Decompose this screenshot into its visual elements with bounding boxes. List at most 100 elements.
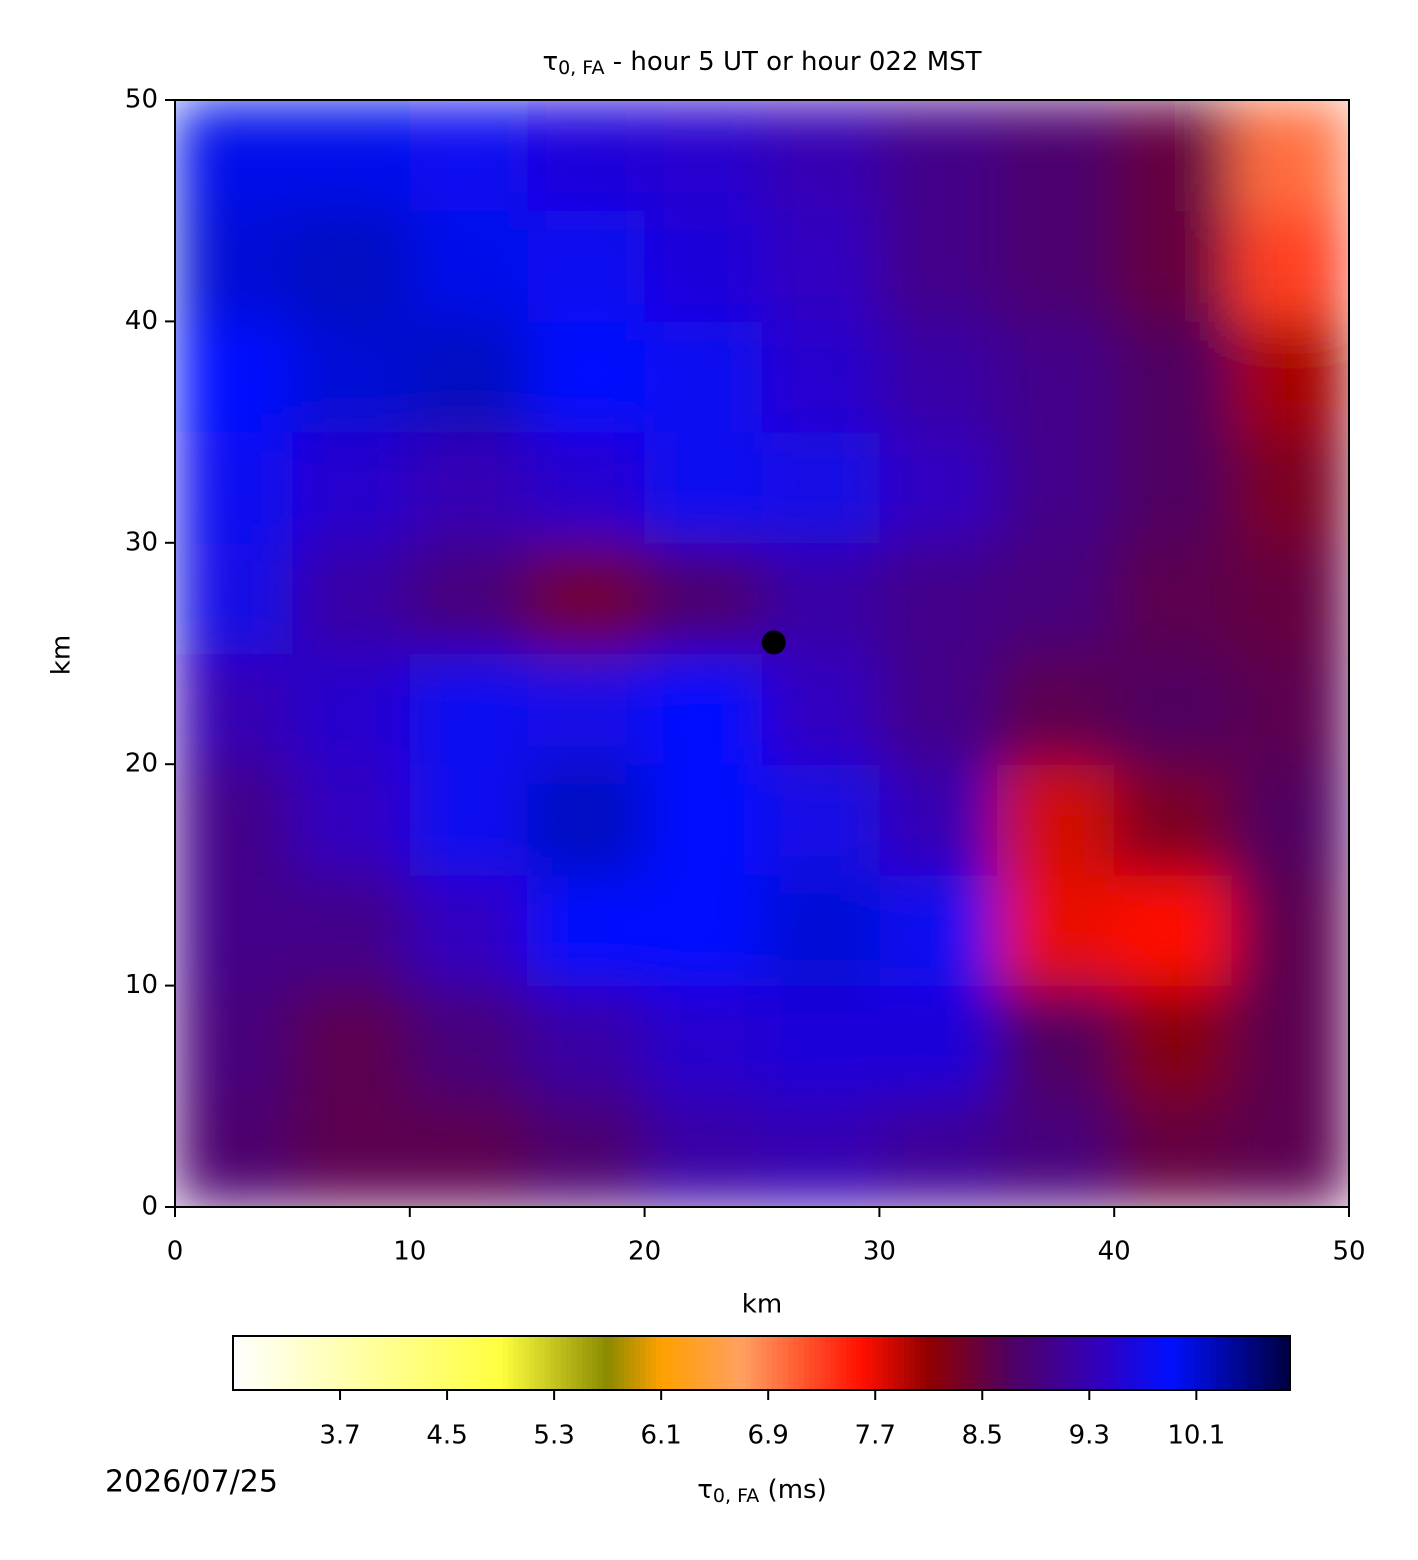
colorbar-segment xyxy=(1258,1336,1265,1390)
heatmap-cell xyxy=(527,985,646,1097)
colorbar-segment xyxy=(698,1336,704,1390)
colorbar-segment xyxy=(861,1336,868,1390)
heatmap-cell xyxy=(1231,542,1349,654)
heatmap-cell xyxy=(644,1096,763,1207)
y-tick-label: 40 xyxy=(125,306,158,336)
heatmap-cell xyxy=(879,764,998,876)
colorbar-segment xyxy=(809,1336,815,1390)
colorbar-segment xyxy=(565,1336,572,1390)
colorbar-segment xyxy=(613,1336,620,1390)
heatmap-cell xyxy=(1114,985,1233,1097)
title-rest: - hour 5 UT or hour 022 MST xyxy=(604,47,981,77)
heatmap-cell xyxy=(527,874,646,987)
colorbar-segment xyxy=(449,1336,456,1390)
colorbar-segment xyxy=(1031,1336,1037,1390)
heatmap-cell xyxy=(409,985,528,1097)
colorbar-segment xyxy=(1268,1336,1275,1390)
heatmap-cell xyxy=(996,542,1115,654)
heatmap-cell xyxy=(1114,542,1233,654)
heatmap-cell xyxy=(762,100,880,212)
colorbar-segment xyxy=(1216,1336,1222,1390)
colorbar-segment xyxy=(692,1336,699,1390)
heatmap-cell xyxy=(644,542,763,654)
colorbar-segment xyxy=(417,1336,424,1390)
colorbar-segment xyxy=(883,1336,889,1390)
colorbar-tick-label: 7.7 xyxy=(855,1421,896,1451)
colorbar-segment xyxy=(375,1336,382,1390)
colorbar-segment xyxy=(233,1336,239,1390)
heatmap-cell xyxy=(175,874,293,987)
colorbar-segment xyxy=(1163,1336,1170,1390)
colorbar-segment xyxy=(898,1336,905,1390)
colorbar-segment xyxy=(819,1336,826,1390)
heatmap-cell xyxy=(762,210,880,322)
heatmap-cell xyxy=(292,542,411,654)
colorbar-segment xyxy=(983,1336,990,1390)
y-tick-label: 10 xyxy=(125,970,158,1000)
heatmap-cell xyxy=(527,1096,646,1207)
heatmap-cell xyxy=(762,985,880,1097)
colorbar-segment xyxy=(476,1336,482,1390)
colorbar-segment xyxy=(846,1336,852,1390)
colorbar-segment xyxy=(666,1336,673,1390)
colorbar-segment xyxy=(1068,1336,1074,1390)
colorbar-segment xyxy=(1157,1336,1164,1390)
heatmap-cell xyxy=(175,764,293,876)
colorbar-segment xyxy=(872,1336,879,1390)
heatmap-cell xyxy=(644,985,763,1097)
colorbar-segment xyxy=(719,1336,726,1390)
colorbar-segment xyxy=(1004,1336,1011,1390)
plot-frame xyxy=(174,99,1350,1208)
colorbar-segment xyxy=(1105,1336,1111,1390)
colorbar-segment xyxy=(428,1336,435,1390)
colorbar-segment xyxy=(1210,1336,1217,1390)
heatmap-cell xyxy=(762,1096,880,1207)
heatmap-cells xyxy=(175,100,1349,1207)
heatmap-cell xyxy=(292,100,411,212)
heatmap-cell xyxy=(879,1096,998,1207)
colorbar-tick-label: 10.1 xyxy=(1167,1421,1225,1451)
heatmap-cell xyxy=(1114,321,1233,433)
heatmap-cell xyxy=(1231,874,1349,987)
colorbar-segment xyxy=(333,1336,340,1390)
heatmap-cell xyxy=(996,100,1115,212)
colorbar-segment xyxy=(745,1336,752,1390)
colorbar-segment xyxy=(1052,1336,1059,1390)
colorbar-segment xyxy=(914,1336,921,1390)
heatmap-cell xyxy=(762,764,880,876)
colorbar-segment xyxy=(491,1336,498,1390)
heatmap-cell xyxy=(527,210,646,322)
colorbar-segment xyxy=(629,1336,636,1390)
colorbar-segment xyxy=(1062,1336,1069,1390)
colorbar-segment xyxy=(1089,1336,1096,1390)
colorbar-segment xyxy=(1009,1336,1016,1390)
colorbar-segment xyxy=(560,1336,567,1390)
colorbar-segment xyxy=(1179,1336,1185,1390)
colorbar-segment xyxy=(957,1336,963,1390)
colorbar-segment xyxy=(317,1336,324,1390)
heatmap-cell xyxy=(879,432,998,544)
colorbar-segment xyxy=(1015,1336,1022,1390)
heatmap-cell xyxy=(1231,985,1349,1097)
colorbar-segment xyxy=(1253,1336,1259,1390)
title-symbol: τ xyxy=(542,47,558,77)
heatmap xyxy=(175,100,1349,1207)
heatmap-cell xyxy=(292,210,411,322)
heatmap-cell xyxy=(762,653,880,765)
colorbar-segment xyxy=(904,1336,911,1390)
heatmap-cell xyxy=(644,210,763,322)
colorbar-segment xyxy=(824,1336,831,1390)
clabel-symbol: τ xyxy=(697,1475,713,1505)
clabel-subscript: 0, FA xyxy=(713,1485,759,1507)
colorbar-segment xyxy=(528,1336,535,1390)
colorbar-segment xyxy=(624,1336,630,1390)
heatmap-cell xyxy=(644,874,763,987)
heatmap-cell xyxy=(175,210,293,322)
colorbar-segment xyxy=(978,1336,985,1390)
colorbar-segment xyxy=(951,1336,958,1390)
y-tick-label: 50 xyxy=(125,85,158,115)
colorbar-segment xyxy=(280,1336,287,1390)
colorbar-segment xyxy=(518,1336,525,1390)
heatmap-cell xyxy=(644,653,763,765)
colorbar-segment xyxy=(930,1336,937,1390)
